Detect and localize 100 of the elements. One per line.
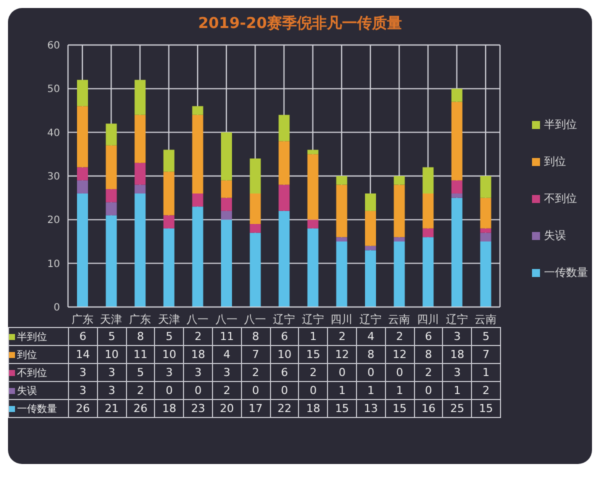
bar: [77, 80, 88, 106]
data-label: 18: [298, 400, 328, 418]
data-label: 0: [184, 382, 212, 400]
data-label: 5: [472, 328, 500, 346]
bar: [307, 220, 318, 228]
data-label: 0: [356, 364, 386, 382]
bar: [250, 224, 261, 233]
x-tick-label: 辽宁: [302, 312, 324, 326]
data-label: 22: [270, 400, 299, 418]
bar: [480, 232, 492, 242]
data-label: 3: [97, 364, 126, 382]
legend-label: 一传数量: [544, 265, 588, 280]
x-tick-label: 四川: [330, 312, 353, 326]
y-tick-label: 30: [47, 172, 60, 183]
data-label: 0: [385, 364, 414, 382]
bar: [394, 176, 405, 185]
bar: [307, 228, 318, 307]
bar: [250, 193, 261, 224]
data-label: 3: [442, 328, 472, 346]
data-label: 15: [298, 346, 328, 364]
bar: [278, 141, 290, 185]
data-label: 0: [414, 382, 443, 400]
bar: [336, 242, 348, 307]
data-label: 13: [356, 400, 386, 418]
bar: [451, 198, 462, 307]
data-label: 12: [328, 346, 356, 364]
data-label: 14: [68, 346, 98, 364]
bar: [106, 202, 117, 216]
bar: [422, 237, 434, 307]
bar: [106, 124, 117, 146]
y-tick-label: 50: [47, 84, 60, 96]
data-label: 3: [97, 382, 126, 400]
legend-label: 到位: [544, 154, 566, 169]
legend-label: 失误: [544, 228, 566, 243]
data-label: 1: [442, 382, 472, 400]
data-label: 4: [356, 328, 386, 346]
data-label: 3: [68, 382, 98, 400]
data-label: 18: [154, 400, 184, 418]
x-tick-label: 八一: [244, 312, 266, 326]
data-label: 6: [270, 328, 299, 346]
bar: [163, 215, 174, 228]
bar: [77, 193, 88, 307]
data-label: 16: [414, 400, 443, 418]
data-label: 6: [414, 328, 443, 346]
text: 半到位: [17, 332, 47, 342]
data-label: 8: [241, 328, 270, 346]
chart-title: 2019-20赛季倪非凡一传质量: [197, 14, 403, 33]
data-label: 11: [126, 346, 155, 364]
data-label: 6: [270, 364, 299, 382]
data-label: 8: [414, 346, 443, 364]
data-label: 5: [126, 364, 155, 382]
data-label: 3: [154, 364, 184, 382]
bar: [106, 145, 117, 190]
x-tick-label: 广东: [129, 312, 151, 326]
bar: [134, 193, 146, 307]
data-label: 1: [328, 382, 356, 400]
data-label: 15: [328, 400, 356, 418]
bar: [192, 206, 204, 307]
y-tick-label: 0: [54, 302, 60, 314]
data-label: 1: [472, 364, 500, 382]
text: 到位: [17, 350, 37, 360]
legend-label: 半到位: [544, 117, 577, 132]
bar: [163, 150, 174, 172]
bar: [480, 242, 492, 307]
x-tick-label: 四川: [417, 312, 439, 326]
bar: [134, 80, 146, 115]
bar: [134, 184, 146, 194]
text: 一传数量: [17, 404, 57, 414]
bar: [336, 176, 348, 185]
bar: [480, 198, 492, 228]
data-label: 0: [270, 382, 299, 400]
data-label: 25: [442, 400, 472, 418]
data-label: 4: [212, 346, 242, 364]
bar: [221, 210, 232, 220]
x-tick-label: 云南: [474, 312, 497, 326]
x-tick-label: 广东: [71, 312, 94, 326]
x-tick-label: 八一: [215, 312, 238, 326]
data-label: 1: [385, 382, 414, 400]
data-label: 3: [212, 364, 242, 382]
data-label: 6: [68, 328, 98, 346]
data-label: 0: [328, 364, 356, 382]
bar: [480, 176, 492, 198]
data-label: 15: [385, 400, 414, 418]
bar: [278, 210, 290, 307]
bar: [394, 237, 405, 242]
bar: [365, 193, 376, 211]
data-label: 8: [126, 328, 155, 346]
bar: [163, 172, 174, 216]
data-label: 5: [154, 328, 184, 346]
data-label: 21: [97, 400, 126, 418]
data-label: 0: [154, 382, 184, 400]
data-label: 17: [241, 400, 270, 418]
x-tick-label: 辽宁: [273, 312, 295, 326]
data-label: 2: [212, 382, 242, 400]
data-label: 3: [442, 364, 472, 382]
data-label: 0: [241, 382, 270, 400]
bar: [451, 102, 462, 180]
data-label: 10: [270, 346, 299, 364]
data-label: 10: [154, 346, 184, 364]
bar: [336, 237, 348, 242]
